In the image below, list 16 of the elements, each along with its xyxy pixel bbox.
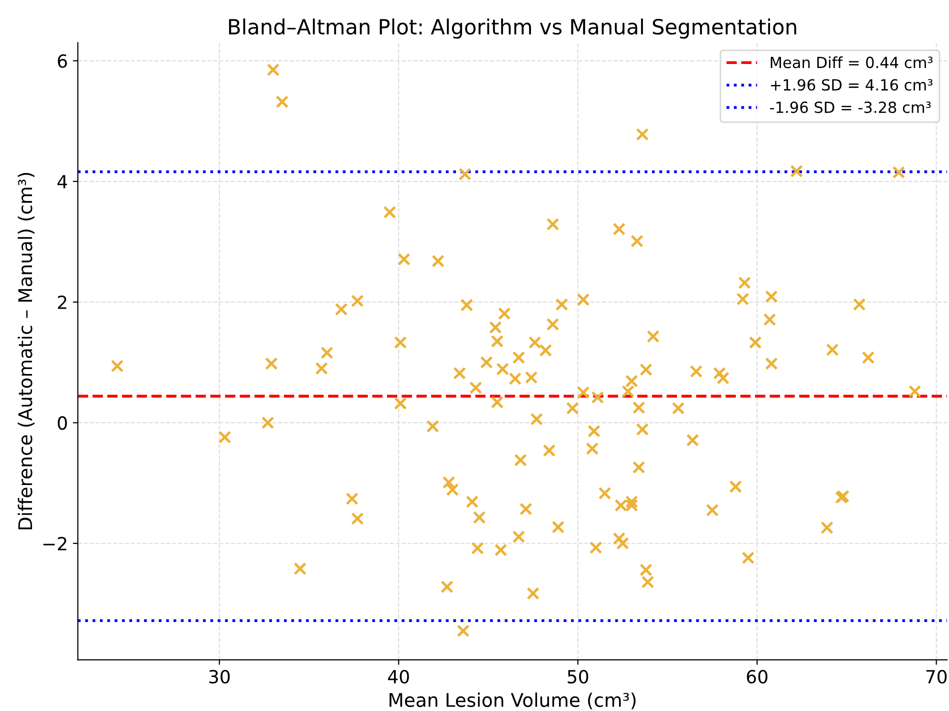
y-axis-title: Difference (Automatic – Manual) (cm³): [18, 172, 34, 530]
x-tick-label: 40: [388, 670, 409, 684]
y-tick-label: 6: [58, 54, 67, 68]
y-tick-label: 4: [57, 175, 68, 188]
y-tick-label: −2: [43, 536, 66, 550]
x-tick-label: 50: [568, 670, 588, 684]
y-tick-label: 0: [58, 416, 67, 430]
chart-title: Bland–Altman Plot: Algorithm vs Manual Segmentation: [229, 18, 796, 39]
x-axis-title: Mean Lesion Volume (cm³): [390, 692, 636, 710]
y-tick-label: 2: [58, 296, 66, 309]
legend-label: +1.96 SD = 4.16 cm³: [770, 79, 932, 91]
legend-label: -1.96 SD = -3.28 cm³: [770, 102, 931, 114]
legend-label: Mean Diff = 0.44 cm³: [770, 56, 933, 68]
x-tick-label: 60: [746, 670, 768, 684]
x-tick-label: 70: [926, 670, 947, 684]
x-tick-label: 30: [209, 670, 230, 684]
